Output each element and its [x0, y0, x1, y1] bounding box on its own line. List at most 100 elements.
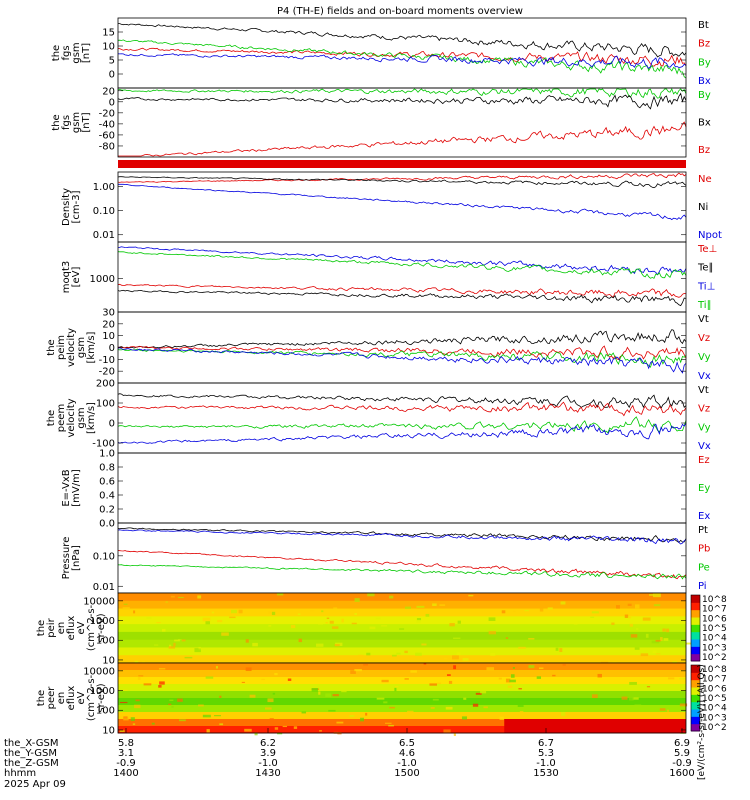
heatmap-band: [118, 663, 686, 671]
heatmap-cell: [591, 611, 599, 614]
heatmap-cell: [389, 706, 395, 709]
y-axis-label: the: [51, 45, 62, 61]
y-tick-label: 20: [102, 86, 115, 97]
legend-Pe: Pe: [698, 562, 710, 573]
series-line-Te⊥: [117, 283, 687, 299]
heatmap-cell: [488, 617, 496, 622]
heatmap-cell: [404, 678, 409, 680]
legend-Ne: Ne: [698, 174, 712, 185]
y-tick-label: 10: [102, 331, 115, 342]
y-axis-label: [km/s]: [86, 402, 97, 434]
y-axis-label: en: [56, 692, 67, 705]
heatmap-cell: [659, 708, 666, 711]
colorbar-tick-label: 10^3: [702, 713, 727, 723]
colorbar-swatch: [691, 665, 700, 673]
heatmap-cell: [316, 643, 324, 647]
heatmap-cell: [231, 609, 237, 614]
y-axis-label: [nT]: [81, 43, 92, 63]
heatmap-cell: [118, 665, 121, 668]
y-axis-label: [nPa]: [71, 545, 82, 571]
heatmap-cell: [524, 596, 529, 599]
heatmap-cell: [169, 644, 172, 648]
x-tick-label: 6.5: [399, 738, 415, 749]
heatmap-cell: [171, 705, 174, 708]
heatmap-cell: [453, 637, 461, 639]
series-line-Vz: [117, 401, 687, 417]
heatmap-cell: [590, 713, 595, 717]
heatmap-cell: [249, 694, 256, 698]
y-tick-label: -20: [99, 108, 115, 119]
legend-Ti∥: Ti∥: [697, 300, 712, 311]
panel-2: 200-20-40-60-80 the fgs gsm [nT] By Bx Bz: [51, 86, 711, 158]
y-tick-label: 100: [96, 399, 115, 410]
heatmap-band: [118, 726, 686, 734]
divider-bar: [118, 160, 686, 168]
series-line-Te∥: [117, 289, 687, 307]
heatmap-cell: [632, 697, 639, 700]
heatmap-cell: [539, 667, 544, 669]
heatmap-cell: [268, 624, 272, 627]
y-tick-label: 15: [102, 28, 115, 39]
y-axis-label: the: [51, 114, 62, 130]
legend-Bz: Bz: [698, 39, 710, 50]
heatmap-cell: [297, 613, 301, 616]
heatmap-cell: [158, 685, 162, 688]
x-axis-row-label: the_X-GSM: [4, 738, 58, 749]
colorbar-swatch: [691, 639, 700, 647]
heatmap-cell: [317, 622, 324, 625]
heatmap-cell: [369, 626, 376, 630]
heatmap-cell: [198, 646, 201, 650]
heatmap-cell: [119, 730, 125, 732]
colorbar-tick-label: 10^2: [702, 653, 727, 663]
heatmap-cell: [560, 711, 566, 716]
y-tick-label: 5: [109, 56, 115, 67]
heatmap-cell: [663, 638, 669, 641]
heatmap-cell: [329, 620, 334, 624]
series-line-Pt: [117, 527, 687, 544]
heatmap-cell: [282, 725, 287, 728]
heatmap-cell: [453, 665, 457, 670]
legend-Pi: Pi: [698, 581, 707, 592]
heatmap-cell: [437, 682, 442, 685]
colorbar-swatch: [691, 631, 700, 640]
y-tick-label: 0.01: [93, 230, 115, 241]
colorbar-swatch: [691, 679, 700, 688]
y-axis-label: [mV/m]: [71, 469, 82, 507]
colorbar-title: [eV/(cm²-s-sr-eV)] (All Qs): [697, 664, 707, 780]
heatmap-cell: [415, 652, 422, 656]
heatmap-cell: [679, 678, 686, 680]
heatmap-cell: [161, 628, 166, 632]
heatmap-cell: [421, 643, 427, 646]
legend-Te∥: Te∥: [697, 263, 714, 274]
heatmap-cell: [410, 670, 417, 673]
heatmap-cell: [168, 703, 172, 706]
y-tick-label: 1000: [90, 686, 115, 697]
heatmap-cell: [416, 605, 425, 608]
legend-Pt: Pt: [698, 525, 708, 536]
heatmap-cell: [679, 703, 688, 707]
x-tick-label: 6.7: [538, 738, 554, 749]
y-tick-label: 100: [96, 636, 115, 647]
colorbar-tick-label: 10^2: [702, 723, 727, 733]
y-axis-label: eV: [76, 621, 87, 634]
heatmap-cell: [396, 652, 401, 655]
y-axis-label: E=-VxB: [61, 469, 72, 506]
heatmap-cell: [423, 663, 427, 665]
legend-Bx: Bx: [698, 76, 711, 87]
y-tick-label: 0.10: [93, 206, 115, 217]
heatmap-cell: [660, 637, 663, 641]
heatmap-cell: [649, 594, 654, 596]
y-tick-label: 10: [102, 655, 115, 666]
series-line-Pb: [117, 529, 687, 545]
y-axis-label: sr-eV): [96, 613, 107, 642]
y-axis-label: velocity: [66, 328, 77, 367]
heatmap-cell: [394, 687, 397, 692]
heatmap-cell: [596, 679, 603, 682]
heatmap-cell: [135, 699, 140, 702]
heatmap-cell: [241, 681, 245, 683]
heatmap-cell: [573, 622, 578, 625]
heatmap-cell: [158, 668, 166, 670]
y-tick-label: 30: [102, 308, 115, 319]
series-line-By: [117, 39, 687, 79]
